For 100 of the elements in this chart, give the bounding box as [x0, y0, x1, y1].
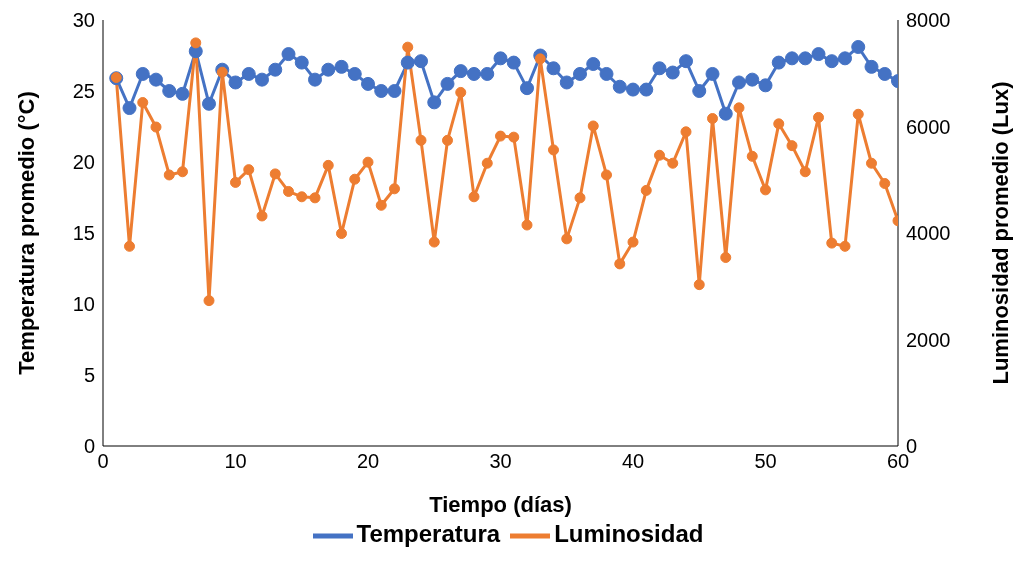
point	[414, 54, 428, 69]
point	[679, 54, 693, 69]
point	[203, 295, 215, 307]
legend-label: Luminosidad	[554, 520, 704, 548]
point	[745, 72, 760, 87]
point	[627, 236, 639, 248]
point	[228, 75, 243, 90]
point	[349, 173, 361, 185]
y2-tick-label: 8000	[906, 9, 951, 32]
point	[758, 78, 773, 93]
x-tick-label: 40	[621, 450, 645, 473]
point	[177, 166, 188, 178]
point	[866, 157, 877, 169]
point	[149, 72, 163, 87]
point	[680, 126, 692, 138]
point	[468, 191, 480, 203]
point	[838, 51, 852, 66]
point	[520, 81, 534, 96]
x-tick-label: 30	[489, 450, 512, 473]
point	[508, 131, 520, 143]
point	[243, 164, 255, 176]
point	[574, 192, 586, 204]
point	[760, 184, 771, 196]
point	[308, 72, 322, 87]
point	[268, 62, 283, 77]
point	[521, 219, 533, 231]
point	[573, 66, 587, 81]
point	[269, 168, 281, 180]
point	[559, 75, 574, 90]
point	[654, 149, 665, 161]
point	[137, 97, 149, 109]
point	[175, 86, 190, 101]
point	[322, 159, 334, 171]
point	[256, 210, 268, 222]
point	[626, 82, 640, 97]
point	[746, 150, 758, 162]
y-tick-label: 20	[72, 151, 95, 174]
point	[387, 84, 402, 98]
point	[230, 176, 241, 188]
point	[163, 169, 175, 181]
point	[732, 75, 746, 90]
point	[495, 130, 506, 142]
point	[667, 157, 679, 169]
point	[612, 79, 627, 94]
y2-axis-title: Luminosidad promedio (Lux)	[987, 81, 1013, 385]
point	[374, 84, 389, 98]
point	[599, 66, 614, 81]
point	[389, 183, 400, 195]
point	[455, 86, 467, 98]
point	[718, 106, 733, 121]
point	[402, 41, 414, 53]
point	[375, 199, 387, 211]
point	[665, 65, 680, 80]
point	[400, 55, 415, 70]
point	[839, 240, 851, 252]
point	[733, 102, 745, 114]
y-tick-label: 5	[83, 364, 95, 387]
point	[135, 66, 150, 81]
point	[467, 66, 481, 81]
point	[692, 84, 707, 98]
point	[281, 47, 296, 62]
point	[309, 192, 321, 204]
point	[879, 177, 891, 189]
point	[813, 111, 824, 123]
point	[799, 166, 811, 178]
x-tick-label: 50	[754, 450, 777, 473]
point	[639, 82, 654, 97]
point	[614, 258, 626, 270]
point	[453, 64, 468, 79]
point	[786, 140, 798, 152]
point	[442, 134, 453, 146]
point	[852, 108, 864, 120]
y-tick-label: 30	[72, 9, 95, 32]
point	[826, 237, 838, 249]
point	[785, 51, 799, 66]
point	[877, 66, 892, 81]
point	[824, 54, 839, 69]
point	[361, 76, 375, 91]
point	[255, 72, 269, 87]
point	[190, 37, 202, 49]
point	[336, 228, 347, 240]
point	[150, 121, 162, 133]
point	[811, 47, 826, 62]
point	[241, 66, 256, 81]
y2-tick-label: 6000	[906, 115, 951, 138]
point	[347, 66, 362, 81]
point	[294, 55, 309, 70]
point	[561, 233, 573, 245]
point	[546, 61, 561, 76]
point	[216, 66, 228, 78]
point	[362, 156, 374, 168]
x-axis-title: Tiempo (días)	[429, 492, 572, 517]
point	[707, 113, 718, 125]
point	[601, 169, 612, 181]
point	[640, 184, 652, 196]
point	[202, 96, 216, 111]
point	[296, 191, 308, 203]
point	[493, 51, 508, 66]
point	[440, 76, 455, 91]
y-tick-label: 15	[72, 222, 95, 245]
